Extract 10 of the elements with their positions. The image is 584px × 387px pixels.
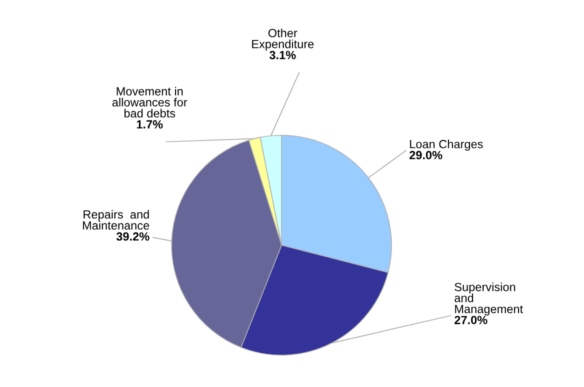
slice-label: Loan Charges [410,140,483,151]
slice-label: Repairs and Maintenance [83,210,150,230]
data-label: 39.2% [116,232,150,241]
slice-label: Other Expenditure [252,28,314,51]
data-label: 29.0% [410,150,442,160]
data-label: 3.1% [269,50,296,60]
data-label: 27.0% [454,316,488,324]
slice-label: Supervision and Management [454,282,523,316]
slice-label: Movement in allowances for bad debts [112,86,188,118]
data-label: 1.7% [136,120,163,128]
